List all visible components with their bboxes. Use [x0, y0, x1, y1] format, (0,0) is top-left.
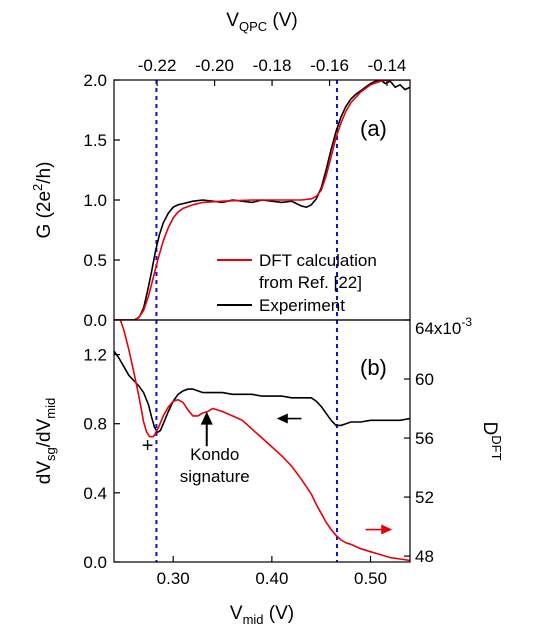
reference-lines — [155, 80, 338, 562]
ylabel-a-post: /h) — [34, 162, 55, 184]
right-tick-label: 60 — [415, 370, 434, 389]
left-axis-ticks-b: 0.0 0.4 0.8 1.2 — [83, 346, 120, 572]
bottom-axis-title: Vmid (V) — [230, 603, 294, 627]
bottom-axis-title-tail: (V) — [264, 603, 295, 624]
left-tick-label-a: 1.5 — [83, 131, 107, 150]
legend: DFT calculation from Ref. [22] Experimen… — [217, 251, 377, 315]
panel-a-experiment-line — [114, 80, 410, 320]
ylabel-b-2sub: mid — [43, 398, 58, 419]
kondo-annotation: Kondo signature — [180, 411, 250, 486]
kondo-label-line1: Kondo — [190, 445, 239, 464]
ylabel-b-2: /dV — [34, 418, 55, 447]
left-tick-label-a: 2.0 — [83, 71, 107, 90]
ylabel-b-1: dV — [34, 461, 55, 485]
kondo-arrow-head — [200, 411, 213, 425]
bottom-tick-label: 0.30 — [157, 569, 190, 588]
top-axis-title: VQPC (V) — [226, 10, 297, 34]
ylabel-a-sup: 2 — [30, 184, 45, 191]
top-axis-ticks: -0.22 -0.20 -0.18 -0.16 -0.14 — [138, 56, 407, 86]
panel-b-label: (b) — [360, 355, 387, 380]
ylabel-a-pre: G (2e — [34, 191, 55, 239]
left-tick-label-a: 0.0 — [83, 311, 107, 330]
right-tick-label: 64x10-3 — [415, 315, 472, 338]
right-axis-ticks-b: 64x10-3 60 56 52 48 — [404, 315, 472, 566]
ylabel-right: DDFT — [479, 421, 504, 460]
panel-b-frame — [113, 319, 411, 563]
left-tick-label-b: 0.4 — [83, 484, 107, 503]
right-tick-label: 48 — [415, 547, 434, 566]
top-tick-label: -0.22 — [138, 56, 177, 75]
left-tick-label-b: 0.0 — [83, 553, 107, 572]
bottom-tick-label: 0.40 — [255, 569, 288, 588]
bottom-axis-title-sub: mid — [243, 612, 264, 627]
ylabel-b-1sub: sg — [43, 447, 58, 461]
ylabel-right-main: D — [479, 421, 500, 435]
legend-dft-line1: DFT calculation — [259, 251, 377, 270]
left-tick-label-b: 0.8 — [83, 415, 107, 434]
bottom-tick-label: 0.50 — [354, 569, 387, 588]
ylabel-right-sup: DFT — [489, 435, 504, 460]
right-axis-arrow-head — [381, 524, 393, 535]
panel-a-label: (a) — [360, 116, 387, 141]
left-tick-label-a: 0.5 — [83, 251, 107, 270]
left-axis-ticks-a: 0.0 0.5 1.0 1.5 2.0 — [83, 71, 120, 330]
bottom-axis-ticks: 0.30 0.40 0.50 — [157, 556, 387, 588]
kondo-label-line2: signature — [180, 467, 250, 486]
top-axis-title-tail: (V) — [267, 10, 298, 31]
top-tick-label: -0.14 — [368, 56, 407, 75]
legend-dft-line2: from Ref. [22] — [259, 273, 362, 292]
panel-a-dft-line — [114, 80, 410, 320]
plus-marker: + — [142, 435, 154, 457]
right-tick-label: 56 — [415, 429, 434, 448]
left-tick-label-a: 1.0 — [83, 191, 107, 210]
top-tick-label: -0.16 — [310, 56, 349, 75]
panel-b-experiment-line — [114, 350, 410, 434]
ylabel-panel-b: dVsg/dVmid — [34, 398, 58, 484]
panel-b-dft-line — [119, 320, 410, 562]
right-tick-label: 52 — [415, 488, 434, 507]
ylabel-panel-a: G (2e2/h) — [30, 162, 55, 239]
left-tick-label-b: 1.2 — [83, 346, 107, 365]
top-tick-label: -0.20 — [195, 56, 234, 75]
top-axis-title-main: V — [226, 10, 239, 31]
axis-indicator-arrows — [276, 413, 393, 535]
top-axis-title-sub: QPC — [239, 19, 267, 34]
bottom-axis-title-main: V — [230, 603, 243, 624]
right-tick-exponent: -3 — [461, 315, 472, 329]
top-tick-label: -0.18 — [253, 56, 292, 75]
legend-exp-label: Experiment — [259, 296, 345, 315]
left-axis-arrow-head — [276, 413, 288, 424]
